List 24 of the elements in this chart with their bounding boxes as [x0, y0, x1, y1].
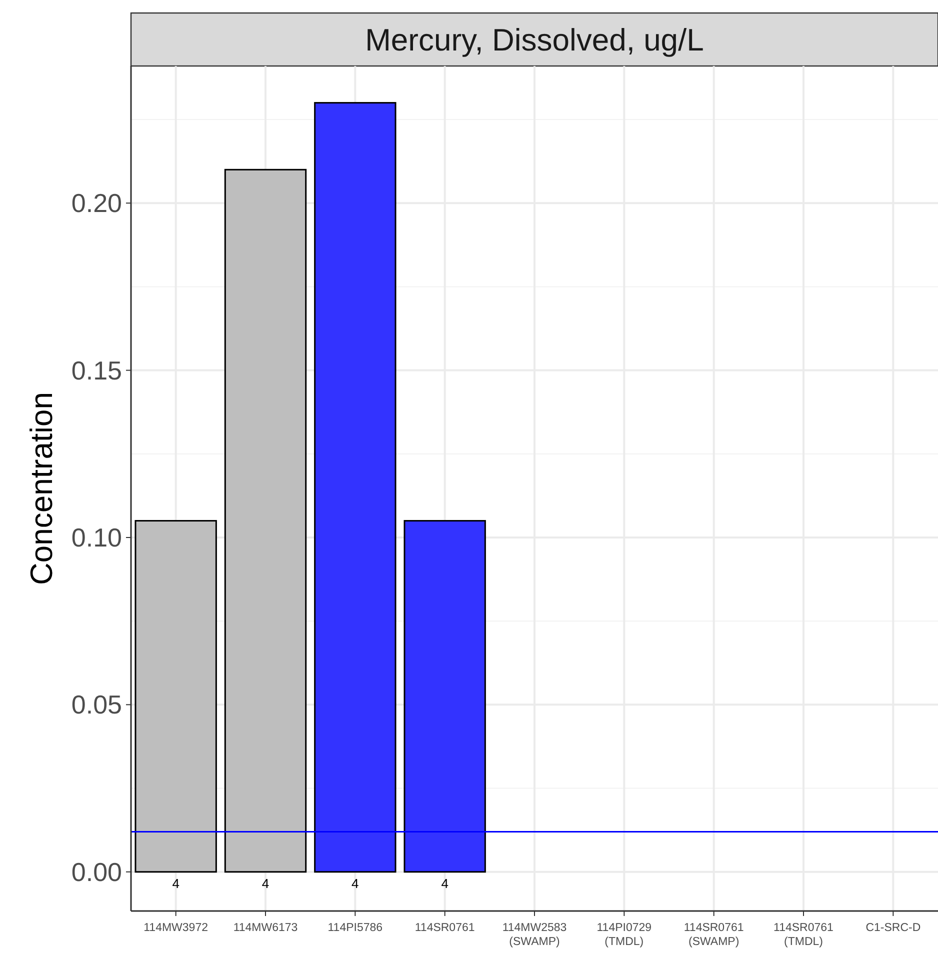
- x-tick-label: 114PI0729 (TMDL): [596, 922, 652, 948]
- y-tick-label: 0.20: [71, 188, 122, 218]
- x-tick-label: C1-SRC-D: [866, 922, 921, 934]
- x-tick-label: 114SR0761 (SWAMP): [684, 922, 744, 948]
- annotation: 4: [172, 876, 180, 891]
- y-tick-label: 0.15: [71, 355, 122, 386]
- x-tick-label: 114MW3972: [144, 922, 208, 934]
- x-tick-label: 114MW2583 (SWAMP): [502, 922, 567, 948]
- y-axis-title: Concentration: [24, 392, 59, 586]
- y-tick-label: 0.00: [71, 856, 122, 887]
- chart-title: Mercury, Dissolved, ug/L: [365, 22, 704, 58]
- bar: [404, 520, 486, 873]
- annotation: 4: [352, 876, 359, 891]
- x-tick-label: 114SR0761 (TMDL): [774, 922, 834, 948]
- y-tick-label: 0.05: [71, 690, 122, 720]
- y-tick-label: 0.10: [71, 522, 122, 552]
- annotation: 4: [262, 876, 270, 891]
- x-tick-label: 114MW6173: [233, 922, 298, 934]
- annotation: 4: [441, 876, 448, 891]
- bar: [224, 168, 307, 873]
- bar: [314, 102, 396, 873]
- x-tick-label: 114PI5786: [328, 922, 383, 934]
- bar: [134, 520, 217, 873]
- x-tick-label: 114SR0761: [414, 922, 475, 934]
